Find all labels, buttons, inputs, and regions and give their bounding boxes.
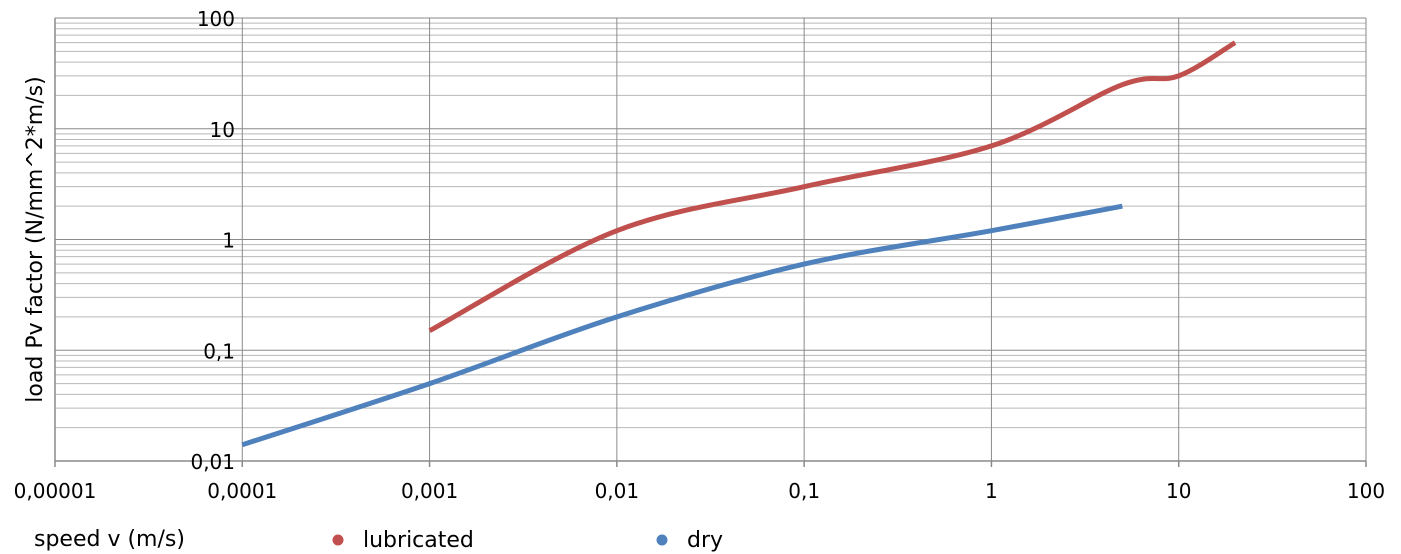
legend-marker-dry [656, 534, 668, 546]
x-tick-label: 100 [1347, 479, 1385, 503]
x-axis-label: speed v (m/s) [34, 527, 185, 552]
x-tick-label: 0,01 [595, 479, 640, 503]
series-line-lubricated [428, 40, 1237, 333]
y-tick-label: 10 [210, 118, 235, 142]
axes [54, 18, 1367, 467]
y-tick-label: 1 [222, 229, 235, 253]
y-tick-label: 100 [197, 7, 235, 31]
x-tick-label: 0,00001 [14, 479, 97, 503]
y-axis-label: load Pv factor (N/mm^2*m/s) [23, 76, 48, 402]
x-tick-label: 10 [1166, 479, 1191, 503]
y-tick-label: 0,1 [203, 339, 235, 363]
legend-marker-lubricated [332, 534, 344, 546]
legend-label-lubricated: lubricated [363, 528, 474, 553]
legend: lubricated dry [332, 528, 723, 553]
legend-label-dry: dry [687, 528, 723, 553]
grid [54, 17, 1367, 462]
x-tick-label: 1 [985, 479, 998, 503]
y-tick-label: 0,01 [190, 450, 235, 474]
tick-labels: 0,00001 0,0001 0,001 0,01 0,1 1 10 100 0,01 0,1 1 1… [14, 7, 1385, 503]
x-tick-label: 0,1 [788, 479, 820, 503]
series-line-dry [241, 203, 1123, 448]
x-tick-label: 0,0001 [207, 479, 277, 503]
series-layer [241, 40, 1237, 448]
x-tick-label: 0,001 [401, 479, 458, 503]
